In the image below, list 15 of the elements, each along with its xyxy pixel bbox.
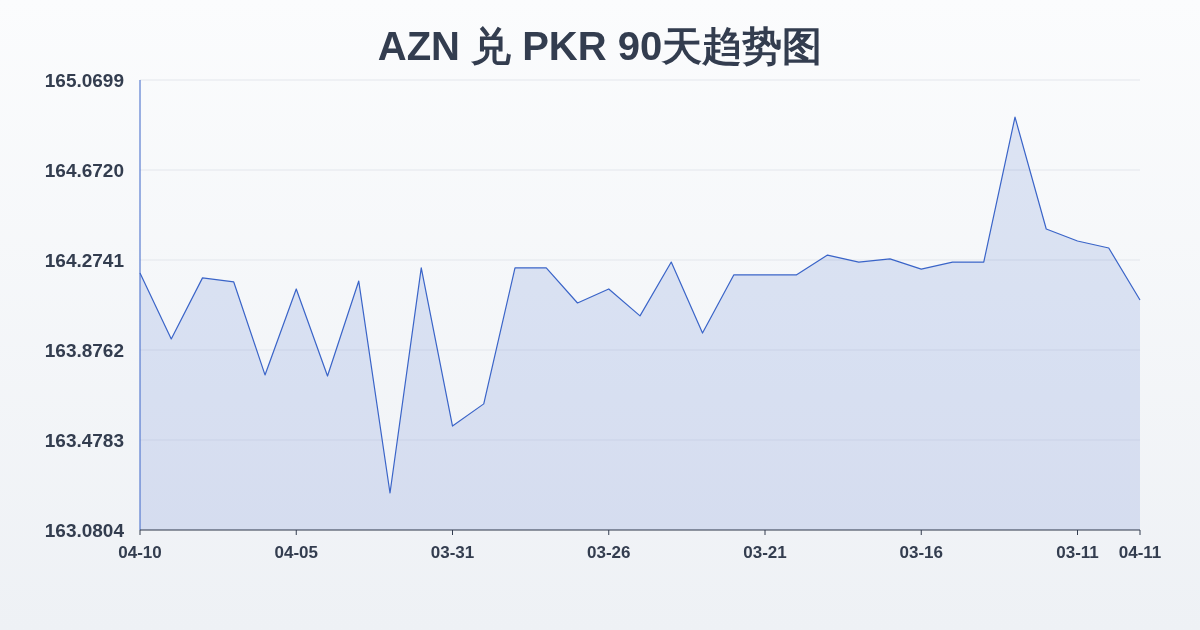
x-tick-label: 03-26 <box>587 543 631 562</box>
x-tick-label: 03-16 <box>899 543 943 562</box>
x-tick-label: 03-31 <box>430 543 475 562</box>
x-tick-label: 04-11 <box>1118 543 1162 562</box>
y-tick-label: 163.4783 <box>44 430 124 451</box>
y-tick-label: 164.6720 <box>44 160 124 181</box>
x-tick-label: 03-21 <box>743 543 787 562</box>
y-tick-label: 165.0699 <box>44 70 124 91</box>
y-tick-label: 163.8762 <box>44 340 124 361</box>
y-tick-label: 164.2741 <box>44 250 125 271</box>
x-tick-label: 04-10 <box>118 543 162 562</box>
x-tick-label: 04-05 <box>274 543 318 562</box>
x-tick-label: 03-11 <box>1056 543 1099 562</box>
y-tick-label: 163.0804 <box>44 520 125 541</box>
chart-title: AZN 兑 PKR 90天趋势图 <box>377 24 823 68</box>
